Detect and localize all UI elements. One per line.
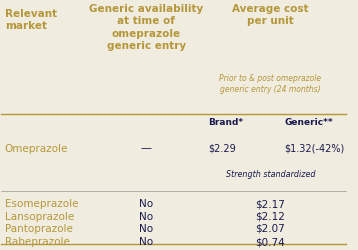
Text: No: No — [139, 200, 153, 209]
Text: $1.32(-42%): $1.32(-42%) — [284, 144, 344, 154]
Text: Brand*: Brand* — [208, 118, 243, 127]
Text: $0.74: $0.74 — [256, 237, 285, 247]
Text: Relevant
market: Relevant market — [5, 9, 57, 31]
Text: Esomeprazole: Esomeprazole — [5, 200, 78, 209]
Text: Generic availability
at time of
omeprazole
generic entry: Generic availability at time of omeprazo… — [89, 4, 203, 51]
Text: No: No — [139, 224, 153, 234]
Text: No: No — [139, 212, 153, 222]
Text: Lansoprazole: Lansoprazole — [5, 212, 74, 222]
Text: Prior to & post omeprazole
generic entry (24 months): Prior to & post omeprazole generic entry… — [219, 74, 321, 94]
Text: Omeprazole: Omeprazole — [5, 144, 68, 154]
Text: No: No — [139, 237, 153, 247]
Text: Pantoprazole: Pantoprazole — [5, 224, 73, 234]
Text: $2.29: $2.29 — [208, 144, 236, 154]
Text: $2.17: $2.17 — [256, 200, 285, 209]
Text: $2.12: $2.12 — [256, 212, 285, 222]
Text: Strength standardized: Strength standardized — [226, 170, 315, 179]
Text: Average cost
per unit: Average cost per unit — [232, 4, 309, 26]
Text: Rabeprazole: Rabeprazole — [5, 237, 70, 247]
Text: $2.07: $2.07 — [256, 224, 285, 234]
Text: Generic**: Generic** — [284, 118, 333, 127]
Text: —: — — [141, 144, 152, 154]
